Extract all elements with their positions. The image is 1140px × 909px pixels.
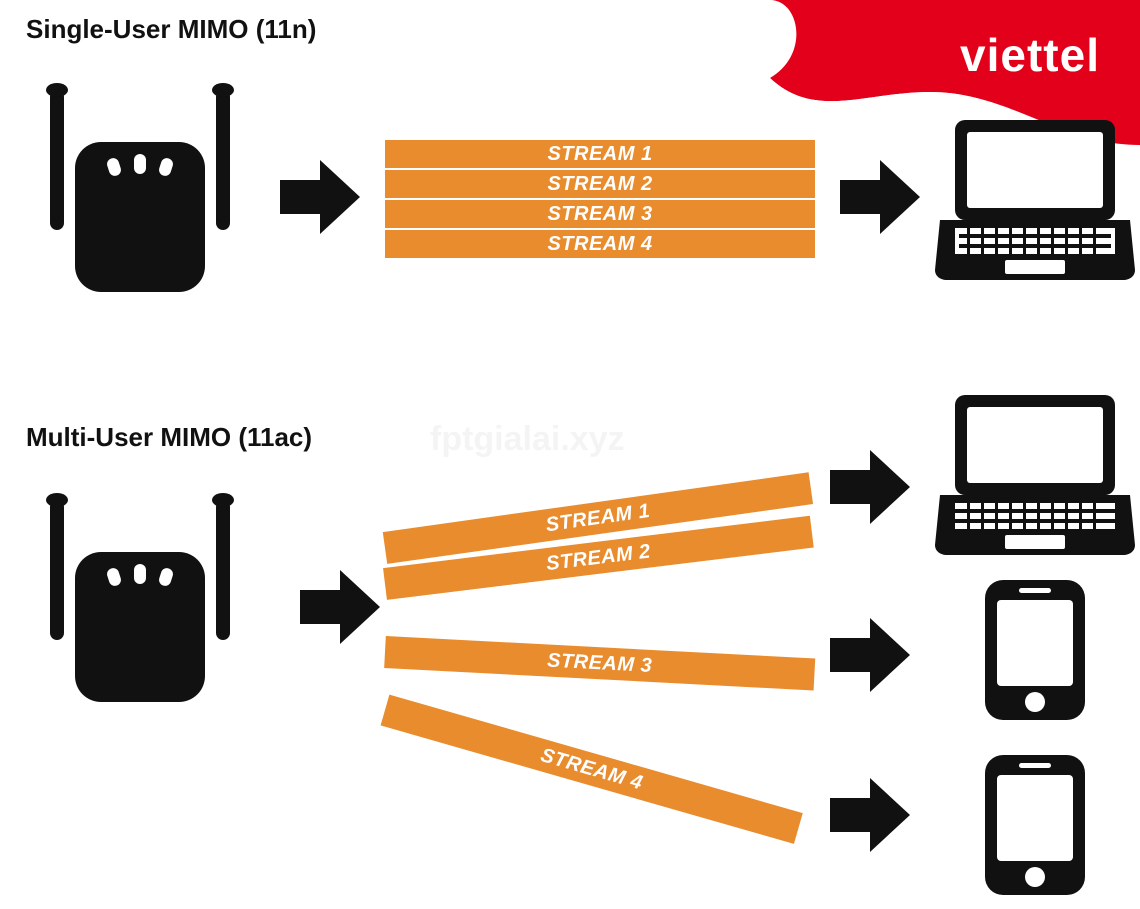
section2-title: Multi-User MIMO (11ac) — [26, 422, 312, 453]
arrow-right-icon — [830, 450, 910, 524]
phone-icon — [985, 580, 1085, 720]
stream-bar: STREAM 3 — [385, 200, 815, 228]
stream-bar: STREAM 4 — [381, 695, 803, 844]
arrow-right-icon — [830, 778, 910, 852]
phone-icon — [985, 755, 1085, 895]
stream-bar: STREAM 4 — [385, 230, 815, 258]
router-icon — [20, 80, 260, 300]
watermark-text: fptgialai.xyz — [430, 420, 625, 459]
arrow-right-icon — [830, 618, 910, 692]
arrow-right-icon — [840, 160, 920, 234]
brand-text: viettel — [960, 28, 1100, 82]
stream-bar: STREAM 1 — [385, 140, 815, 168]
laptop-icon — [935, 120, 1135, 280]
router-icon — [20, 490, 260, 710]
section1-title: Single-User MIMO (11n) — [26, 14, 316, 45]
arrow-right-icon — [300, 570, 380, 644]
arrow-right-icon — [280, 160, 360, 234]
laptop-icon — [935, 395, 1135, 555]
brand-badge: viettel — [770, 0, 1140, 140]
stream-bar: STREAM 2 — [385, 170, 815, 198]
stream-bar: STREAM 3 — [384, 636, 815, 690]
